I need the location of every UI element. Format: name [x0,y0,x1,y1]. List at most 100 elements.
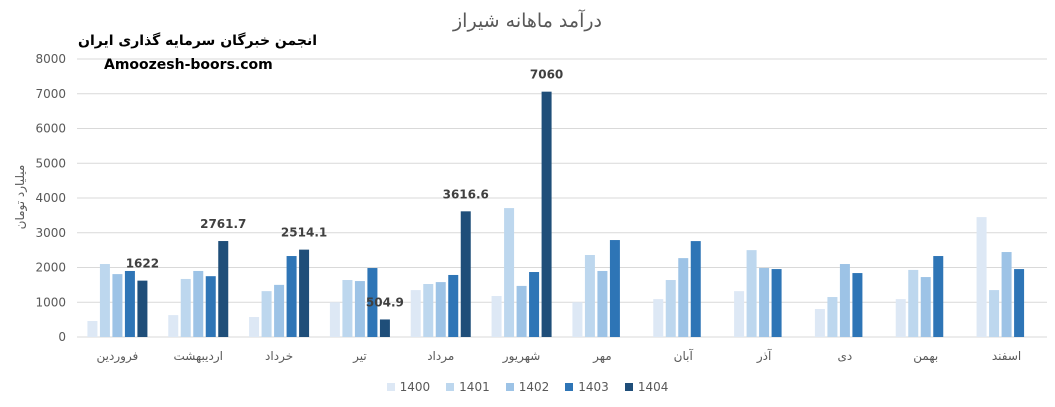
bar-1402 [597,270,608,337]
bar-1400 [87,321,98,337]
y-tick-label: 3000 [35,226,66,240]
data-label: 2761.7 [200,217,246,231]
bar-1402 [678,258,689,337]
y-tick-label: 1000 [35,295,66,309]
bar-1400 [168,315,179,337]
bar-1403 [1014,269,1025,337]
bar-1402 [839,264,850,337]
bar-1402 [516,285,527,337]
x-tick-label: اسفند [992,349,1021,363]
bar-1400 [491,295,502,337]
legend-item-1402: 1402 [505,380,550,394]
chart-title: درآمد ماهانه شیراز [453,10,602,32]
legend-item-1404: 1404 [624,380,669,394]
watermark-website: Amoozesh-boors.com [104,57,273,73]
bar-1403 [286,256,297,337]
x-tick-label: تیر [352,349,367,364]
y-tick-label: 5000 [35,156,66,170]
bar-1403 [690,241,701,337]
x-tick-label: شهریور [502,349,541,364]
x-tick-label: دی [838,349,853,363]
legend-swatch [624,383,633,391]
bar-1401 [584,254,595,337]
x-tick-label: آذر [756,348,772,364]
legend-swatch [446,383,455,391]
bar-1402 [920,277,931,337]
bar-1401 [423,284,434,337]
bar-1402 [435,282,446,337]
bar-1404 [379,319,390,337]
bar-1401 [827,297,838,337]
bar-1403 [529,272,540,337]
bar-1404 [137,280,148,337]
bar-1404 [541,91,552,337]
legend-item-1400: 1400 [386,380,431,394]
y-tick-label: 8000 [35,52,66,66]
bar-1402 [193,270,204,337]
legend-label: 1402 [518,380,550,394]
data-label: 504.9 [366,295,404,309]
data-label: 1622 [126,257,159,271]
bar-1403 [205,276,216,337]
data-label: 3616.6 [443,187,489,201]
bar-1401 [342,280,353,337]
bar-1403 [448,274,459,337]
data-label: 7060 [530,68,563,82]
bar-1403 [771,269,782,337]
legend-item-1403: 1403 [565,380,609,394]
bar-1400 [249,317,260,337]
x-tick-label: فروردین [97,349,139,364]
legend-swatch [386,383,395,391]
bar-1403 [933,256,944,337]
bar-1400 [976,217,987,337]
x-tick-label: اردیبهشت [174,349,223,364]
bar-1404 [299,249,310,337]
bar-1402 [1001,252,1012,337]
bar-1400 [895,299,906,337]
legend-item-1401: 1401 [446,380,490,394]
y-tick-label: 4000 [35,191,66,205]
bar-1401 [908,269,919,337]
bar-1401 [180,278,191,337]
bar-1401 [665,280,676,337]
bar-1401 [504,208,515,337]
bar-1403 [852,273,863,337]
bar-1401 [261,291,272,337]
data-label: 2514.1 [281,226,327,240]
x-tick-label: خرداد [265,349,293,364]
legend-label: 1400 [399,380,431,394]
bar-1401 [99,264,110,337]
x-tick-label: آبان [674,348,694,363]
bar-1400 [814,309,825,337]
bar-1400 [329,302,340,337]
bar-1401 [746,250,757,337]
bar-1403 [609,240,620,337]
bar-1402 [759,268,770,337]
bar-1403 [367,268,378,337]
bar-1403 [124,270,135,337]
bar-1404 [460,211,471,337]
bar-1404 [218,241,229,337]
bar-1400 [734,291,745,337]
bar-1400 [572,302,583,337]
bar-1402 [354,281,365,337]
legend: 1400 1401 1402 1403 1404 [0,380,1055,394]
legend-label: 1404 [637,380,669,394]
bar-1402 [274,284,285,337]
legend-swatch [505,383,514,391]
legend-label: 1403 [578,380,609,394]
y-tick-label: 0 [58,330,66,344]
watermark-org-name: انجمن خبرگان سرمایه گذاری ایران [78,33,318,49]
bar-1402 [112,274,123,337]
legend-swatch [565,383,574,391]
y-tick-label: 7000 [35,87,66,101]
x-tick-label: مرداد [427,349,454,364]
bar-1400 [410,290,421,337]
bar-1400 [653,299,664,337]
y-tick-label: 6000 [35,122,66,136]
bar-1401 [989,290,1000,337]
x-tick-label: مهر [592,349,612,364]
x-tick-label: بهمن [913,349,938,364]
